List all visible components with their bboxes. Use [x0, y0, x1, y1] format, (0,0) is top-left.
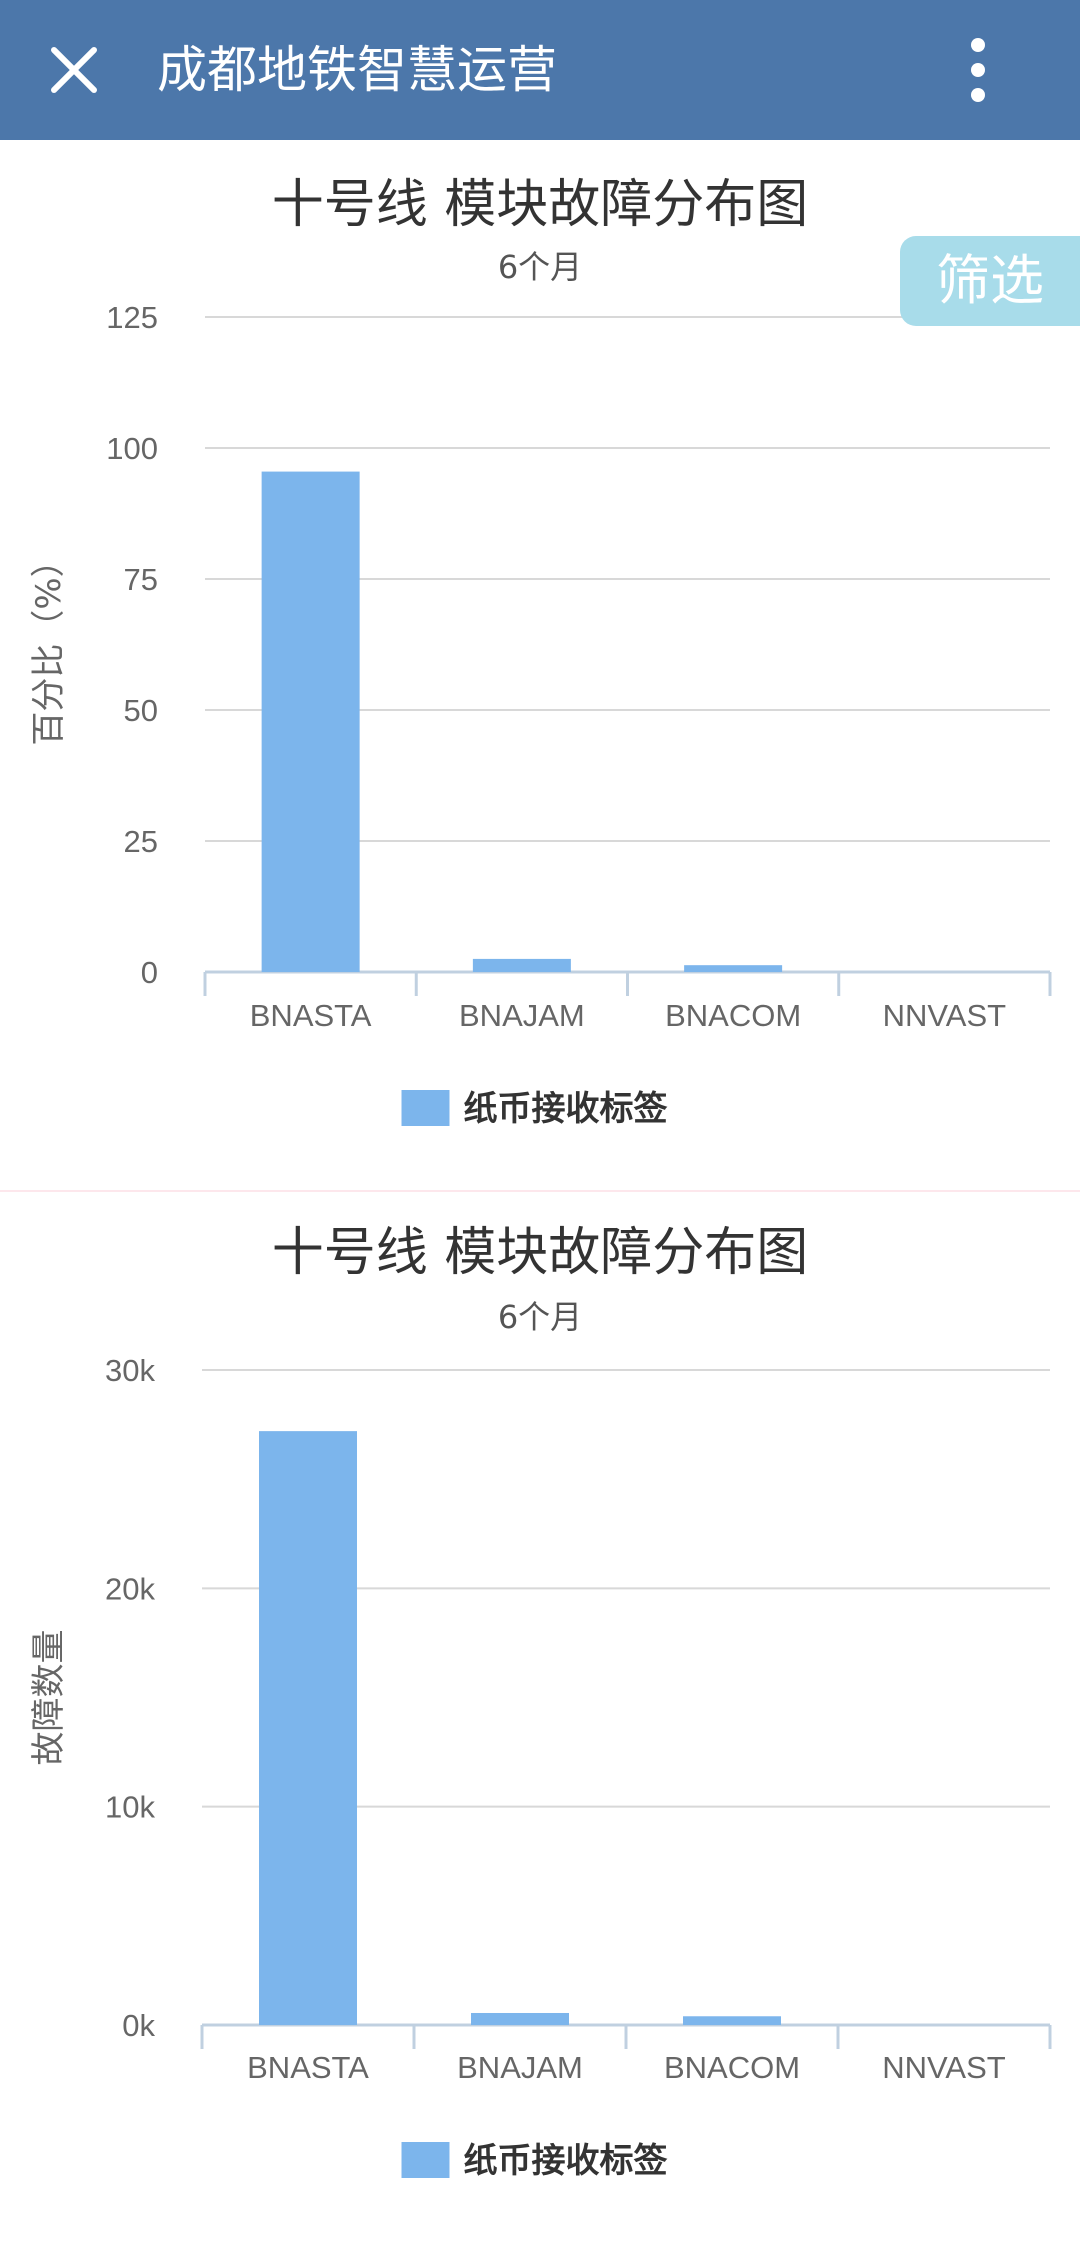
x-tick-label: NNVAST	[882, 2050, 1006, 2085]
bar[interactable]	[683, 2016, 781, 2025]
x-tick-label: BNACOM	[664, 2050, 800, 2085]
bar-chart-percentage: 0 25 50 75 100 125 BNASTA BNAJAM BNACOM NNVAST 百分比…	[29, 300, 1052, 1129]
app-title: 成都地铁智慧运营	[157, 41, 557, 99]
chart-subtitle: 6个月	[497, 1298, 583, 1336]
y-tick-label: 50	[124, 693, 158, 728]
y-tick-label: 25	[124, 824, 158, 859]
bar[interactable]	[472, 958, 571, 972]
bar-chart-count: 0k 10k 20k 30k BNASTA BNAJAM BNACOM NNVAST 故障数量纸…	[29, 1353, 1052, 2181]
y-axis-title: 故障数量	[29, 1630, 69, 1766]
chart-title: 十号线 模块故障分布图	[271, 1223, 809, 1283]
close-icon	[51, 47, 97, 93]
legend-label: 纸币接收标签	[464, 2141, 668, 2181]
legend[interactable]: 纸币接收标签	[401, 2141, 668, 2181]
legend-swatch	[401, 2142, 450, 2178]
y-tick-label: 30k	[105, 1353, 155, 1388]
divider	[0, 1190, 1080, 1192]
y-tick-label: 20k	[105, 1571, 155, 1606]
y-axis-title: 百分比（%）	[29, 543, 69, 745]
x-tick-label: BNASTA	[250, 998, 372, 1033]
y-tick-label: 125	[106, 300, 158, 335]
more-menu-button[interactable]	[948, 30, 1008, 110]
legend-swatch	[401, 1090, 450, 1126]
y-tick-label: 0	[141, 955, 158, 990]
more-vertical-icon	[971, 38, 985, 52]
y-tick-label: 100	[106, 431, 158, 466]
x-tick-label: BNASTA	[247, 2050, 369, 2085]
x-tick-label: BNAJAM	[459, 998, 585, 1033]
chart-title: 十号线 模块故障分布图	[271, 175, 809, 235]
bar[interactable]	[684, 965, 783, 972]
chart-panel-percentage: 十号线 模块故障分布图 6个月 0 25 50 75 100 125 BNASTA BNAJA…	[0, 140, 1080, 1190]
bar[interactable]	[259, 1431, 357, 2025]
close-button[interactable]	[40, 36, 108, 104]
x-tick-label: BNAJAM	[457, 2050, 583, 2085]
bar[interactable]	[261, 471, 360, 972]
legend-label: 纸币接收标签	[464, 1089, 668, 1129]
app-bar: 成都地铁智慧运营	[0, 0, 1080, 140]
x-tick-label: NNVAST	[883, 998, 1007, 1033]
y-tick-label: 10k	[105, 1790, 155, 1825]
bar[interactable]	[471, 2012, 569, 2025]
x-tick-label: BNACOM	[665, 998, 801, 1033]
chart-subtitle: 6个月	[497, 248, 583, 286]
legend[interactable]: 纸币接收标签	[401, 1089, 668, 1129]
filter-button[interactable]: 筛选	[900, 236, 1080, 326]
y-tick-label: 75	[124, 562, 158, 597]
more-vertical-icon-dot	[971, 63, 985, 77]
chart-panel-count: 十号线 模块故障分布图 6个月 0k 10k 20k 30k BNASTA BNAJAM B…	[0, 1192, 1080, 2243]
more-vertical-icon-dot	[971, 88, 985, 102]
y-tick-label: 0k	[122, 2008, 155, 2043]
